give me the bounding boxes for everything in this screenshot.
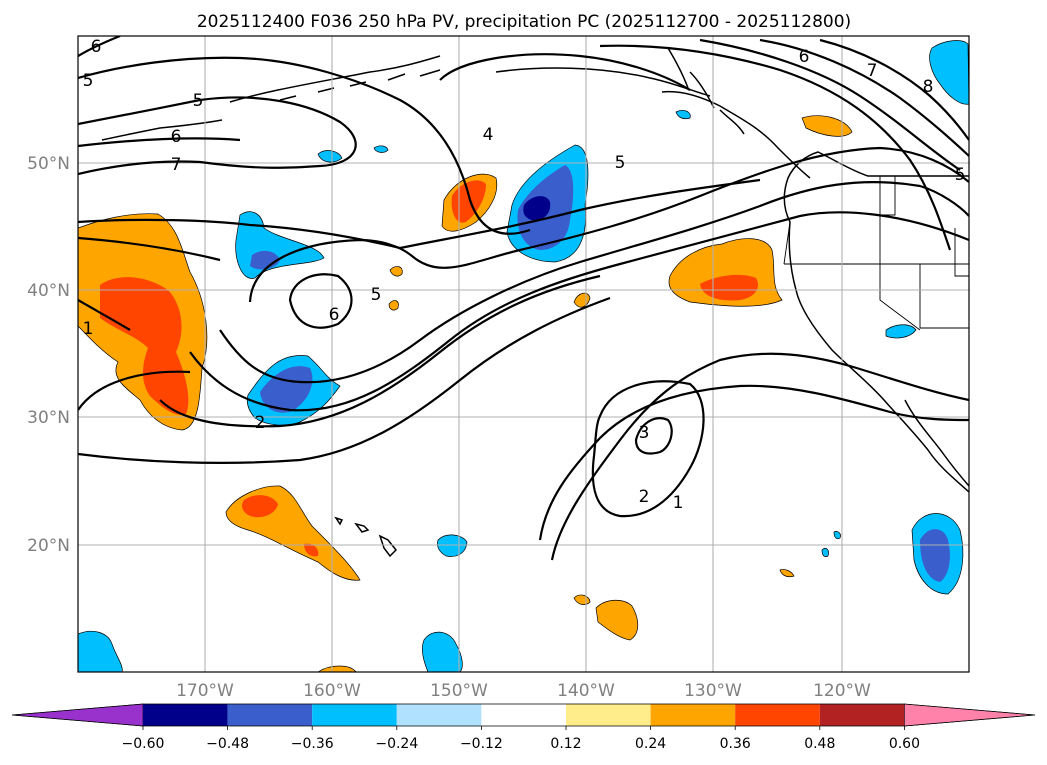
colorbar-tick-label: −0.24 [375,736,418,752]
colorbar-tick-label: 0.12 [550,736,581,752]
lat-label-40n: 40°N [27,281,70,301]
colorbar-tick-label: 0.48 [804,736,835,752]
lon-label-150w: 150°W [430,681,488,701]
lon-label-170w: 170°W [176,681,234,701]
contour-label: 1 [83,319,94,339]
longitude-labels: 170°W 160°W 150°W 140°W 130°W 120°W [176,681,871,701]
lon-label-130w: 130°W [684,681,742,701]
political-borders [783,176,969,331]
lon-label-120w: 120°W [813,681,871,701]
contour-label: 6 [799,47,810,67]
contour-label: 6 [171,127,182,147]
contour-label: 5 [615,153,626,173]
contour-label: 1 [673,493,684,513]
lat-label-50n: 50°N [27,154,70,174]
lat-label-30n: 30°N [27,408,70,428]
colorbar-tick-label: −0.36 [291,736,334,752]
contour-label: 6 [329,305,340,325]
colorbar-tick-label: 0.36 [720,736,751,752]
colorbar-segment [312,704,397,726]
contour-label: 7 [171,155,182,175]
latitude-labels: 50°N 40°N 30°N 20°N [27,154,70,556]
contour-label: 6 [91,37,102,57]
graticule [78,36,969,672]
colorbar-tick-label: −0.48 [206,736,249,752]
pv-contours [78,36,969,561]
lon-label-140w: 140°W [557,681,615,701]
contour-label: 8 [923,77,934,97]
colorbar-segment [566,704,651,726]
contour-label: 2 [255,413,266,433]
precip-positive-shading [78,115,853,672]
contour-label: 3 [639,423,650,443]
colorbar-tick-label: −0.12 [460,736,503,752]
colorbar-segment [143,704,228,726]
colorbar-segment [227,704,313,726]
colorbar-segment [650,704,736,726]
colorbar-segment [819,704,905,726]
contour-label: 5 [83,71,94,91]
map-frame [77,35,970,673]
contour-label: 2 [639,487,650,507]
contour-label: 7 [867,61,878,81]
lat-label-20n: 20°N [27,536,70,556]
contour-label: 4 [483,125,494,145]
contour-label: 5 [193,91,204,111]
colorbar-extend-low [11,703,144,727]
colorbar-tick-label: 0.24 [635,736,666,752]
colorbar: −0.60 −0.48 −0.36 −0.24 −0.12 0.12 0.24 0.36 0.4… [11,703,1036,752]
colorbar-tick-label: −0.60 [122,736,165,752]
colorbar-segment [735,704,820,726]
contour-label: 5 [371,285,382,305]
lon-label-160w: 160°W [303,681,361,701]
contour-label: 5 [955,165,966,185]
pv-contour-labels: 6 5 5 6 7 4 5 5 6 1 2 6 3 2 1 6 7 8 5 5 [83,37,966,513]
map-panel: 6 5 5 6 7 4 5 5 6 1 2 6 3 2 1 6 7 8 5 5 [77,35,970,673]
precip-negative-shading [78,40,969,672]
colorbar-tick-label: 0.60 [889,736,920,752]
colorbar-segment [396,704,482,726]
colorbar-extend-high [904,703,1036,727]
colorbar-segment [481,704,566,726]
map-title: 2025112400 F036 250 hPa PV, precipitatio… [197,12,851,32]
